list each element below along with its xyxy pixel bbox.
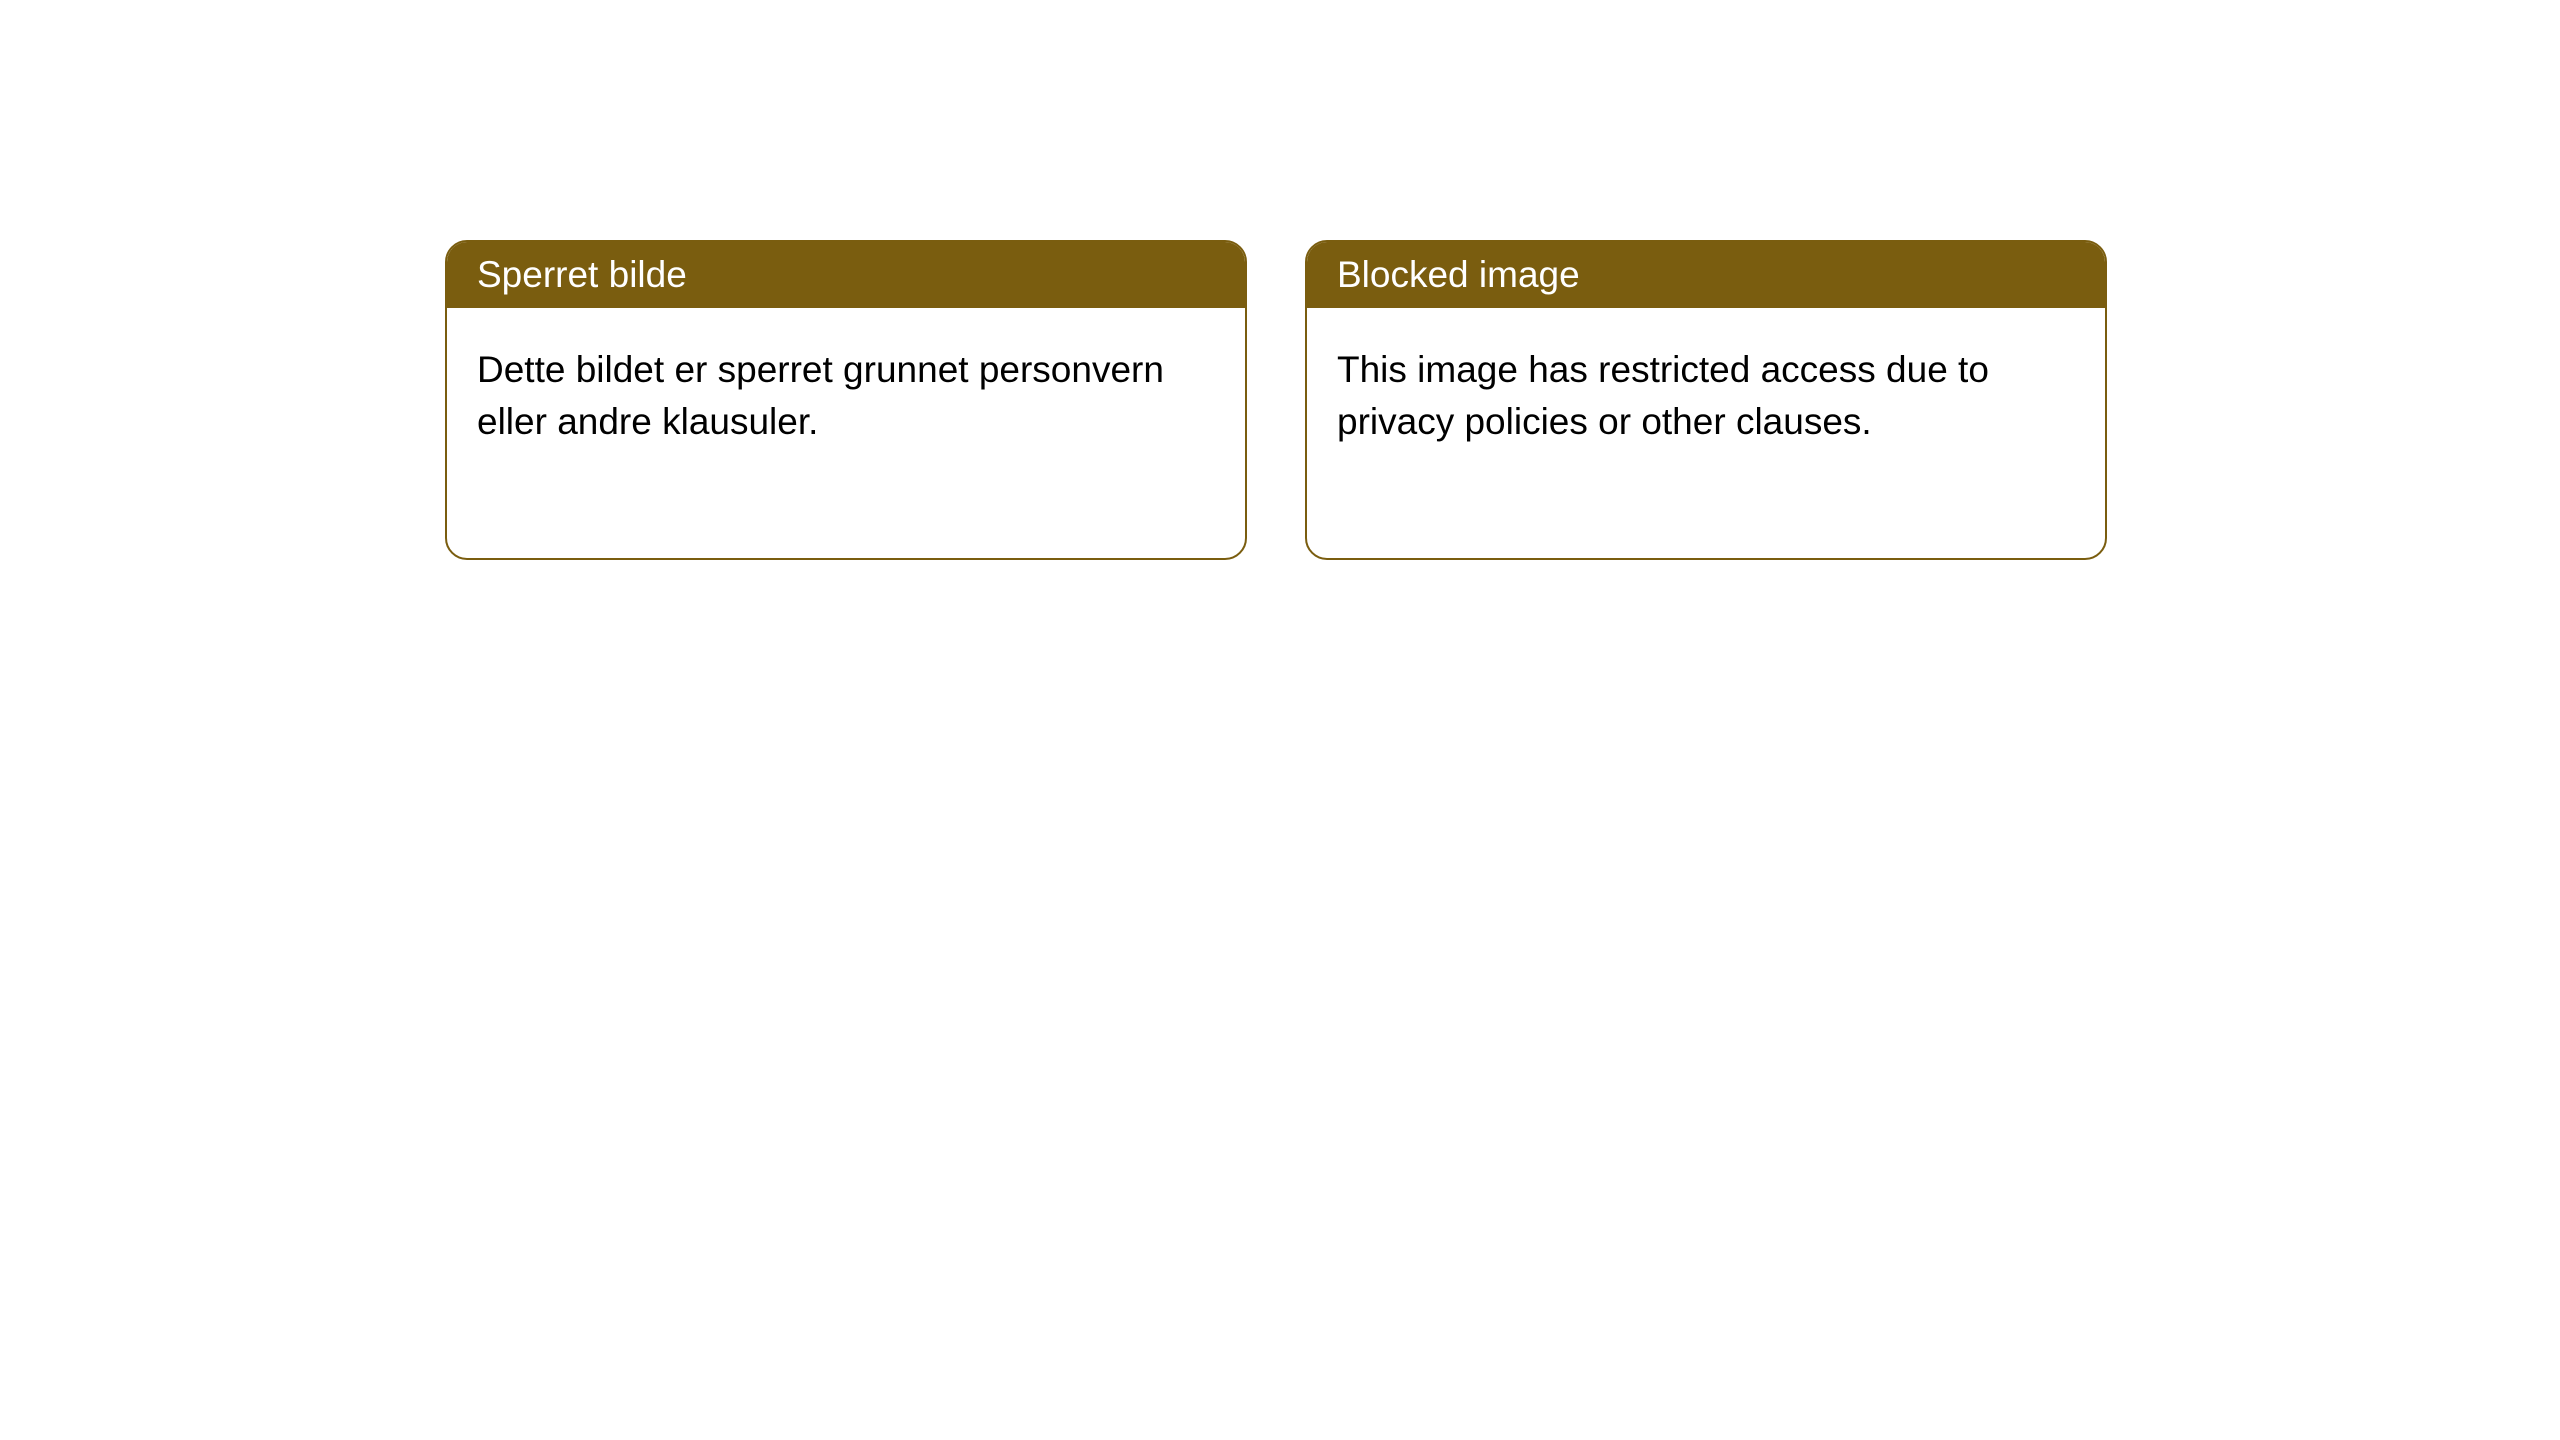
- card-body: This image has restricted access due to …: [1307, 308, 2105, 558]
- cards-container: Sperret bilde Dette bildet er sperret gr…: [445, 240, 2107, 560]
- card-body: Dette bildet er sperret grunnet personve…: [447, 308, 1245, 558]
- card-header: Blocked image: [1307, 242, 2105, 308]
- blocked-image-card-norwegian: Sperret bilde Dette bildet er sperret gr…: [445, 240, 1247, 560]
- blocked-image-card-english: Blocked image This image has restricted …: [1305, 240, 2107, 560]
- card-title: Sperret bilde: [477, 254, 687, 295]
- card-body-text: Dette bildet er sperret grunnet personve…: [477, 349, 1164, 442]
- card-body-text: This image has restricted access due to …: [1337, 349, 1989, 442]
- card-header: Sperret bilde: [447, 242, 1245, 308]
- card-title: Blocked image: [1337, 254, 1580, 295]
